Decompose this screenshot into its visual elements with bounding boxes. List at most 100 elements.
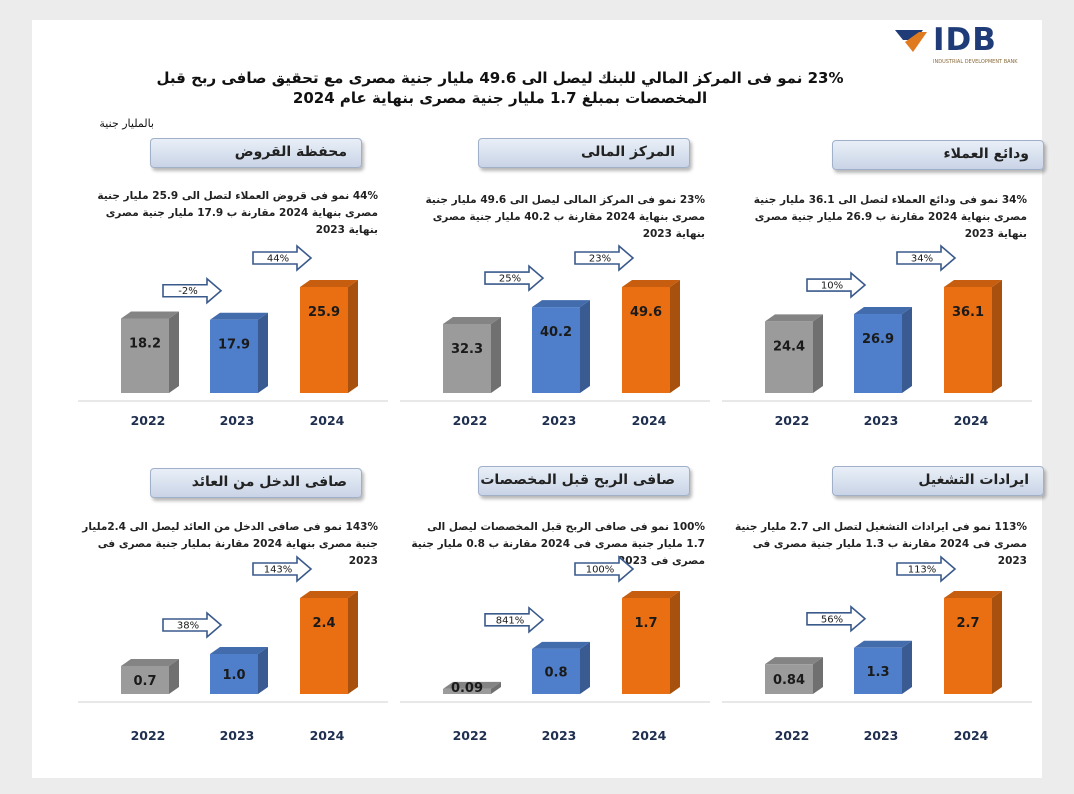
bar-side — [258, 312, 268, 393]
bar-face — [944, 287, 992, 393]
growth-arrow: -2% — [162, 277, 223, 305]
growth-arrow: 56% — [806, 605, 867, 633]
growth-label: 10% — [821, 281, 843, 292]
growth-label: 34% — [911, 254, 933, 265]
bar-face — [210, 654, 258, 694]
growth-label: 841% — [496, 615, 525, 626]
bar-top — [854, 307, 912, 315]
bar-2023 — [532, 641, 590, 694]
growth-label: 23% — [589, 254, 611, 265]
bar-face — [532, 307, 580, 393]
bar-face — [854, 314, 902, 393]
panel-description: 143% نمو فى صافى الدخل من العائد ليصل ال… — [82, 521, 378, 567]
bar-2023 — [854, 640, 912, 694]
year-tick-label: 2023 — [864, 728, 899, 743]
growth-arrow-shape — [574, 244, 635, 272]
growth-arrow: 100% — [574, 555, 635, 583]
bar-top — [121, 311, 179, 319]
year-tick-label: 2022 — [775, 728, 810, 743]
bar-side — [670, 591, 680, 694]
logo-subtext: INDUSTRIAL DEVELOPMENT BANK — [933, 59, 1018, 65]
unit-label: بالمليار جنية — [99, 117, 154, 130]
bar-face — [622, 598, 670, 694]
bar-2023 — [210, 647, 268, 694]
growth-arrow: 113% — [896, 555, 957, 583]
growth-arrow: 44% — [252, 244, 313, 272]
bar-side — [348, 280, 358, 393]
year-tick-label: 2024 — [632, 413, 667, 428]
bar-side — [491, 681, 501, 694]
bar-side — [258, 647, 268, 694]
growth-arrow-shape — [896, 555, 957, 583]
bar-top — [443, 681, 501, 689]
bar-face — [765, 321, 813, 393]
year-tick-label: 2023 — [542, 413, 577, 428]
logo-mark-icon — [895, 30, 927, 52]
year-tick-label: 2023 — [864, 413, 899, 428]
bar-chart-net-profit-before-provisions: 0.09 2022 0.8 2023 1.7 2024 841% 100% — [400, 555, 710, 743]
bar-side — [992, 591, 1002, 694]
bar-chart-total-assets: 32.3 2022 40.2 2023 49.6 2024 25% 23% — [400, 244, 710, 428]
panel-title-button[interactable]: صافى الربح قبل المخصصات — [478, 466, 690, 496]
growth-arrow-shape — [252, 555, 313, 583]
bar-value-label: 18.2 — [129, 337, 161, 352]
growth-label: 113% — [908, 565, 937, 576]
growth-label: 56% — [821, 614, 843, 625]
panel-title-button[interactable]: صافى الدخل من العائد — [150, 468, 362, 498]
bar-2022 — [443, 681, 501, 694]
growth-arrow: 25% — [484, 264, 545, 292]
growth-label: 44% — [267, 254, 289, 265]
bar-value-label: 25.9 — [308, 305, 340, 320]
panel-title-button[interactable]: المركز المالى — [478, 138, 690, 168]
panel-title-button[interactable]: ايرادات التشغيل — [832, 466, 1044, 496]
year-tick-label: 2023 — [542, 728, 577, 743]
panel-loan-portfolio: محفظة القروض 44% نمو فى قروض العملاء لتص… — [78, 135, 388, 445]
bar-face — [443, 688, 491, 694]
bar-top — [765, 657, 823, 665]
year-tick-label: 2022 — [131, 413, 166, 428]
growth-arrow-shape — [896, 244, 957, 272]
bar-face — [300, 598, 348, 694]
growth-arrow: 10% — [806, 271, 867, 299]
bar-2022 — [765, 657, 823, 694]
bar-value-label: 0.09 — [451, 681, 483, 696]
panel-description: 34% نمو فى ودائع العملاء لتصل الى 36.1 م… — [753, 194, 1027, 240]
bar-chart-operating-revenue: 0.84 2022 1.3 2023 2.7 2024 56% 113% — [722, 555, 1032, 743]
bar-side — [348, 591, 358, 694]
bar-2022 — [765, 314, 823, 393]
year-tick-label: 2024 — [310, 413, 345, 428]
panel-description: 44% نمو فى قروض العملاء لتصل الى 25.9 مل… — [97, 190, 378, 236]
year-tick-label: 2022 — [453, 728, 488, 743]
bar-top — [622, 591, 680, 598]
bar-2022 — [121, 659, 179, 694]
growth-arrow: 841% — [484, 606, 545, 634]
panel-description: 100% نمو فى صافى الربح قبل المخصصات ليصل… — [411, 521, 705, 567]
bar-top — [854, 640, 912, 648]
growth-arrow-shape — [162, 277, 223, 305]
bar-side — [169, 311, 179, 393]
growth-label: 25% — [499, 274, 521, 285]
bar-top — [210, 312, 268, 320]
growth-arrow-shape — [806, 271, 867, 299]
bar-value-label: 26.9 — [862, 332, 894, 347]
bar-face — [765, 664, 813, 694]
growth-arrow-shape — [252, 244, 313, 272]
bar-2024 — [622, 591, 680, 694]
bar-value-label: 36.1 — [952, 305, 984, 320]
year-tick-label: 2023 — [220, 413, 255, 428]
logo-text: IDB — [933, 22, 997, 58]
bar-2023 — [210, 312, 268, 393]
panel-net-profit-before-provisions: صافى الربح قبل المخصصات 100% نمو فى صافى… — [400, 466, 710, 776]
bar-2023 — [532, 300, 590, 393]
panel-title-button[interactable]: محفظة القروض — [150, 138, 362, 168]
growth-arrow: 34% — [896, 244, 957, 272]
panel-total-assets: المركز المالى 23% نمو فى المركز المالى ل… — [400, 135, 710, 445]
bar-face — [622, 287, 670, 393]
bar-side — [670, 280, 680, 393]
bar-side — [813, 314, 823, 393]
bar-top — [210, 647, 268, 654]
year-tick-label: 2024 — [310, 728, 345, 743]
bar-top — [622, 280, 680, 287]
year-tick-label: 2024 — [954, 413, 989, 428]
panel-title-button[interactable]: ودائع العملاء — [832, 140, 1044, 170]
